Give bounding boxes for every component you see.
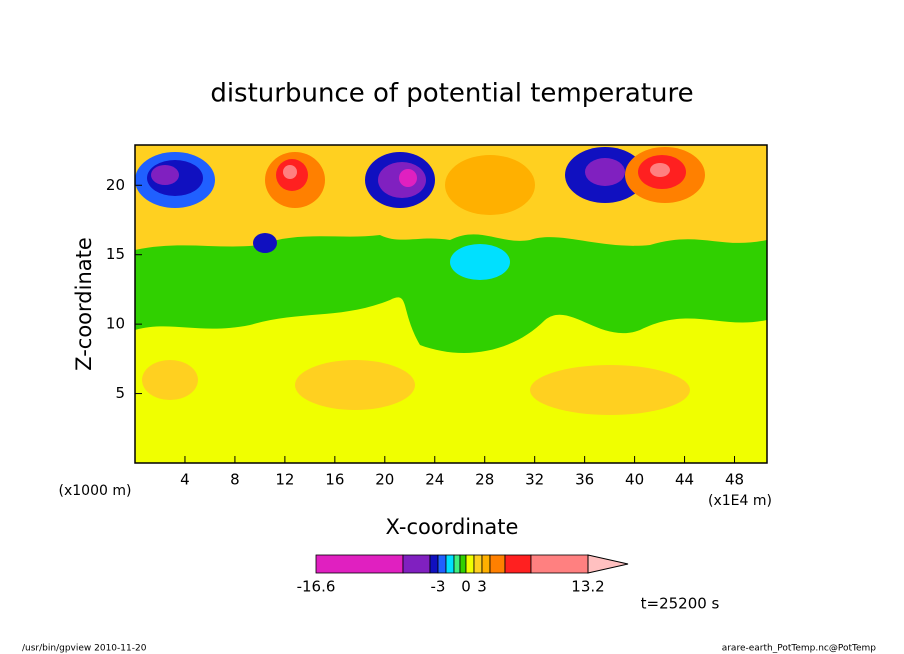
colorbar-segment <box>459 554 467 574</box>
field-region <box>283 165 297 179</box>
x-tick-label: 20 <box>375 471 394 489</box>
x-tick-label: 48 <box>725 471 744 489</box>
colorbar-tick-label: -16.6 <box>297 578 336 596</box>
field-region <box>295 360 415 410</box>
x-tick-label: 40 <box>625 471 644 489</box>
footer-left: /usr/bin/gpview 2010-11-20 <box>22 644 147 654</box>
field-region <box>253 233 277 253</box>
colorbar-tick-label: 3 <box>477 578 487 596</box>
field-region <box>650 163 670 177</box>
x-tick-label: 24 <box>425 471 444 489</box>
y-tick-label: 5 <box>115 384 125 402</box>
field-region <box>399 169 417 187</box>
colorbar-segment <box>489 554 506 574</box>
x-axis-label: X-coordinate <box>386 515 519 539</box>
x-tick-label: 32 <box>525 471 544 489</box>
colorbar-segment <box>473 554 483 574</box>
colorbar-segment <box>481 554 491 574</box>
footer-right: arare-earth_PotTemp.nc@PotTemp <box>722 644 877 654</box>
colorbar-segment <box>445 554 455 574</box>
y-tick-label: 15 <box>106 245 125 263</box>
x-tick-label: 12 <box>275 471 294 489</box>
x-tick-label: 28 <box>475 471 494 489</box>
x-tick-label: 8 <box>230 471 240 489</box>
y-axis-label: Z-coordinate <box>72 237 96 371</box>
colorbar-arrow <box>587 554 629 574</box>
x-tick-label: 4 <box>180 471 190 489</box>
y-tick-label: 20 <box>106 176 125 194</box>
x-tick-label: 36 <box>575 471 594 489</box>
colorbar-segment <box>437 554 447 574</box>
x-unit-label: (x1E4 m) <box>708 493 772 509</box>
colorbar-segment <box>429 554 439 574</box>
y-tick-label: 10 <box>106 315 125 333</box>
field-region <box>450 244 510 280</box>
colorbar-segment <box>453 554 461 574</box>
time-label: t=25200 s <box>641 595 720 613</box>
colorbar-segment <box>504 554 532 574</box>
colorbar-segment <box>315 554 404 574</box>
x-tick-label: 44 <box>675 471 694 489</box>
x-tick-label: 16 <box>325 471 344 489</box>
colorbar-segment <box>402 554 431 574</box>
colorbar-segment <box>530 554 589 574</box>
colorbar: -16.6 -3 0 3 13.2 <box>297 554 629 596</box>
x-unit-label: (x1000 m) <box>59 483 132 499</box>
colorbar-tick-label: -3 <box>431 578 446 596</box>
contour-field <box>135 145 767 463</box>
field-region <box>445 155 535 215</box>
field-region <box>530 365 690 415</box>
field-region <box>151 165 179 185</box>
colorbar-tick-label: 13.2 <box>571 578 604 596</box>
colorbar-tick-label: 0 <box>461 578 471 596</box>
field-region <box>585 158 625 186</box>
field-region <box>142 360 198 400</box>
plot-frame <box>134 144 768 464</box>
colorbar-segment <box>465 554 475 574</box>
chart-title: disturbunce of potential temperature <box>210 79 693 109</box>
